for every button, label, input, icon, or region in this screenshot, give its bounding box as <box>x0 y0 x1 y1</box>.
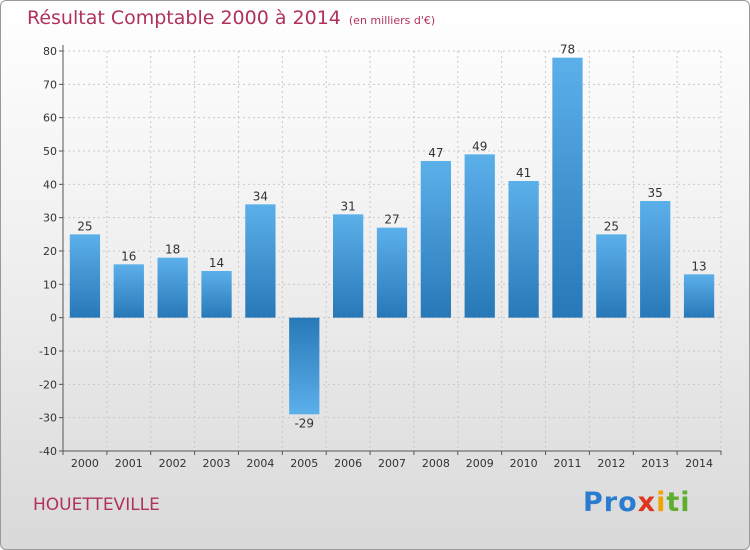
y-tick-label: 50 <box>43 145 57 158</box>
value-label-2003: 14 <box>209 256 224 270</box>
value-label-2011: 78 <box>560 43 575 57</box>
x-tick-label: 2007 <box>378 457 406 470</box>
chart-title: Résultat Comptable 2000 à 2014 <box>27 7 341 29</box>
value-label-2004: 34 <box>253 189 268 203</box>
logo-part-2: x <box>637 487 657 518</box>
y-tick-label: -10 <box>39 345 57 358</box>
bar-2011 <box>552 57 583 318</box>
y-tick-label: 40 <box>43 178 57 191</box>
value-label-2008: 47 <box>428 146 443 160</box>
bar-2002 <box>157 257 188 318</box>
x-tick-label: 2006 <box>334 457 362 470</box>
x-tick-label: 2001 <box>115 457 143 470</box>
bar-2006 <box>332 214 364 318</box>
value-label-2013: 35 <box>648 186 663 200</box>
value-label-2001: 16 <box>121 249 136 263</box>
bar-2007 <box>376 227 408 318</box>
bar-2004 <box>245 204 276 318</box>
logo-part-3: i <box>656 487 667 518</box>
y-tick-label: -30 <box>39 412 57 425</box>
bar-2005 <box>289 317 320 415</box>
bar-2001 <box>113 264 144 318</box>
x-tick-label: 2009 <box>466 457 494 470</box>
x-tick-label: 2012 <box>597 457 625 470</box>
bar-2012 <box>596 234 627 318</box>
x-tick-label: 2008 <box>422 457 450 470</box>
logo-part-4: ti <box>666 487 691 518</box>
value-label-2010: 41 <box>516 166 531 180</box>
y-tick-label: 20 <box>43 245 57 258</box>
value-label-2006: 31 <box>340 199 355 213</box>
value-label-2009: 49 <box>472 139 487 153</box>
value-label-2007: 27 <box>384 213 399 227</box>
y-tick-label: 0 <box>50 312 57 325</box>
bar-2010 <box>508 181 539 318</box>
y-tick-label: 70 <box>43 78 57 91</box>
chart-unit-note: (en milliers d'€) <box>348 14 436 27</box>
bar-2013 <box>640 201 671 318</box>
y-tick-label: 30 <box>43 212 57 225</box>
value-label-2014: 13 <box>691 259 706 273</box>
x-tick-label: 2005 <box>290 457 318 470</box>
chart-title-area: Résultat Comptable 2000 à 2014 (en millie… <box>27 7 435 29</box>
x-tick-label: 2010 <box>510 457 538 470</box>
y-tick-label: -40 <box>39 445 57 458</box>
y-tick-label: 10 <box>43 278 57 291</box>
y-tick-label: -20 <box>39 378 57 391</box>
value-label-2000: 25 <box>77 219 92 233</box>
x-tick-label: 2003 <box>203 457 231 470</box>
value-label-2012: 25 <box>604 219 619 233</box>
proxiti-logo[interactable]: Proxiti <box>583 487 691 518</box>
x-tick-label: 2013 <box>641 457 669 470</box>
x-tick-label: 2004 <box>246 457 274 470</box>
y-tick-label: 60 <box>43 112 57 125</box>
bar-2009 <box>464 154 495 318</box>
bar-2008 <box>420 161 452 318</box>
x-tick-label: 2014 <box>685 457 713 470</box>
x-tick-label: 2002 <box>159 457 187 470</box>
x-tick-label: 2000 <box>71 457 99 470</box>
x-tick-label: 2011 <box>553 457 581 470</box>
bar-2003 <box>201 271 232 318</box>
value-label-2005: -29 <box>294 416 314 430</box>
commune-name: HOUETTEVILLE <box>33 495 160 515</box>
bar-2014 <box>683 274 715 318</box>
logo-part-1: Pro <box>583 487 638 518</box>
value-label-2002: 18 <box>165 243 180 257</box>
bar-2000 <box>69 234 101 318</box>
y-tick-label: 80 <box>43 45 57 58</box>
